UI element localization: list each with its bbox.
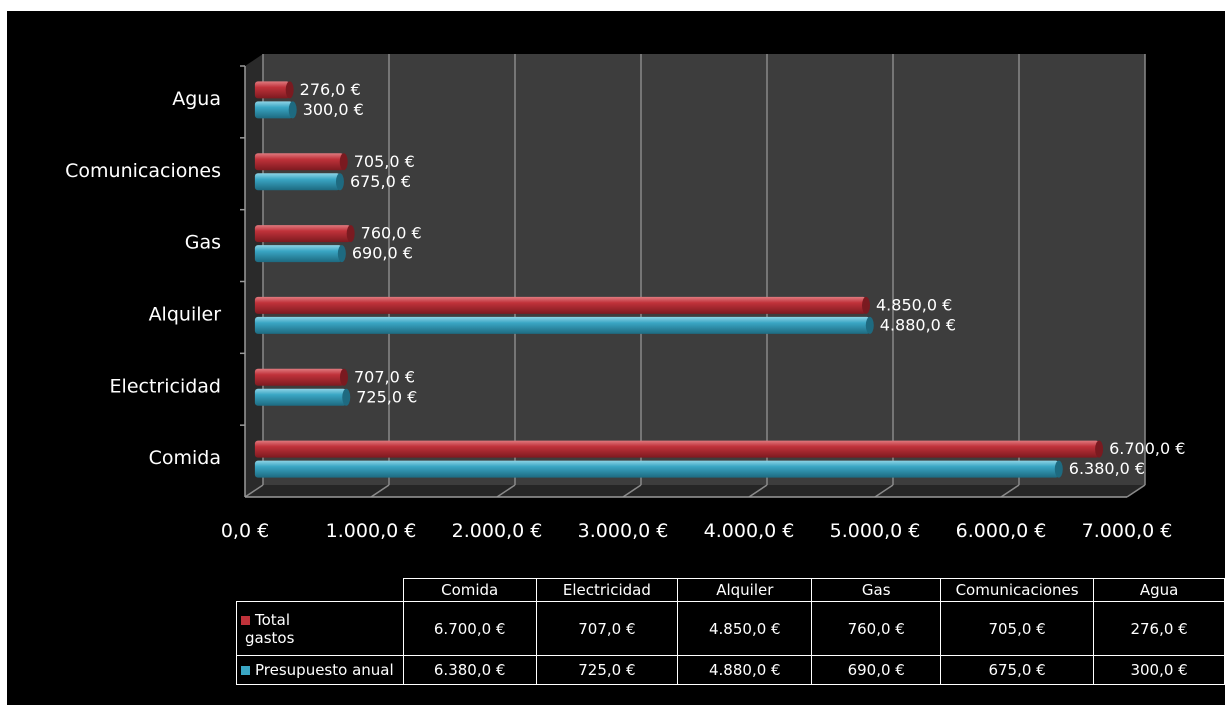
bar-end-cap (339, 368, 348, 386)
bar-end-cap (346, 225, 355, 243)
x-tick-label: 0,0 € (221, 520, 269, 542)
floor-gridline (370, 484, 390, 498)
bar-end-cap (288, 101, 297, 119)
data-label: 760,0 € (361, 224, 422, 243)
bar-end-cap (1095, 440, 1104, 458)
x-tick-label: 3.000,0 € (578, 520, 669, 542)
data-label: 675,0 € (350, 172, 411, 191)
category-label: Alquiler (149, 303, 222, 325)
bar-chart: 0,0 € 1.000,0 € 2.000,0 € 3.000,0 € 4.000,0 … (65, 54, 1185, 542)
floor-gridline (622, 484, 642, 498)
floor-gridline (748, 484, 768, 498)
x-tick-label: 6.000,0 € (956, 520, 1047, 542)
x-tick-label: 1.000,0 € (326, 520, 417, 542)
bar-end-cap (342, 388, 351, 406)
bar (254, 101, 293, 119)
data-table-cell: 725,0 € (535, 655, 679, 685)
category-label: Agua (172, 88, 221, 110)
legend-entry-total-gastos: Total gastos (236, 601, 404, 656)
bar (254, 368, 344, 386)
data-table: Comida Electricidad Alquiler Gas Comunic… (236, 578, 1225, 685)
data-table-cell: 276,0 € (1093, 601, 1225, 656)
bar (254, 440, 1100, 458)
data-table-header-cell: Electricidad (535, 578, 679, 602)
data-label: 4.850,0 € (876, 295, 952, 314)
x-tick-label: 2.000,0 € (452, 520, 543, 542)
legend-marker-blue-icon (241, 666, 250, 675)
bar (254, 225, 351, 243)
bar-end-cap (335, 173, 344, 191)
bar-end-cap (337, 245, 346, 263)
data-table-header-cell: Comida (402, 578, 537, 602)
bar (254, 81, 290, 99)
data-label: 6.380,0 € (1069, 459, 1145, 478)
data-label: 300,0 € (303, 100, 364, 119)
data-label: 707,0 € (354, 367, 415, 386)
floor-gridline (1126, 484, 1146, 498)
data-label: 725,0 € (356, 387, 417, 406)
legend-entry-presupuesto-anual: Presupuesto anual (236, 655, 404, 685)
data-table-row-total: Total gastos 6.700,0 € 707,0 € 4.850,0 €… (236, 601, 1225, 656)
category-label: Electricidad (110, 375, 221, 397)
bar (254, 173, 340, 191)
data-table-cell: 300,0 € (1093, 655, 1225, 685)
data-label: 705,0 € (354, 152, 415, 171)
data-table-cell: 690,0 € (811, 655, 942, 685)
data-table-header-cell: Agua (1093, 578, 1225, 602)
data-table-cell: 705,0 € (940, 601, 1095, 656)
legend-label-line1: Total (255, 610, 291, 629)
data-table-cell: 4.880,0 € (677, 655, 813, 685)
plot-back-wall (263, 54, 1145, 485)
data-table-header-cell: Alquiler (677, 578, 813, 602)
data-table-cell: 6.380,0 € (402, 655, 537, 685)
bar-end-cap (285, 81, 294, 99)
bar (254, 296, 866, 314)
data-label: 6.700,0 € (1109, 439, 1185, 458)
bar-end-cap (339, 153, 348, 171)
floor-gridline (874, 484, 894, 498)
category-label: Gas (185, 232, 221, 254)
bar (254, 153, 344, 171)
data-label: 276,0 € (300, 80, 361, 99)
floor-gridline (496, 484, 516, 498)
bar-end-cap (865, 316, 874, 334)
x-tick-label: 5.000,0 € (830, 520, 921, 542)
bar (254, 460, 1059, 478)
chart-frame: 0,0 € 1.000,0 € 2.000,0 € 3.000,0 € 4.000,0 … (7, 11, 1225, 705)
plot-floor (245, 485, 1145, 497)
data-table-row-presupuesto: Presupuesto anual 6.380,0 € 725,0 € 4.88… (236, 655, 1225, 685)
legend-marker-red-icon (241, 615, 250, 625)
category-label: Comunicaciones (65, 160, 221, 182)
data-table-cell: 6.700,0 € (402, 601, 537, 656)
bar (254, 245, 342, 263)
legend-label-line2: gastos (245, 628, 295, 647)
data-table-cell: 760,0 € (811, 601, 942, 656)
data-table-header-cell: Gas (811, 578, 942, 602)
bar-end-cap (862, 296, 870, 314)
data-table-cell: 4.850,0 € (677, 601, 813, 656)
data-table-cell: 707,0 € (535, 601, 679, 656)
data-label: 4.880,0 € (880, 315, 956, 334)
bar (254, 388, 347, 406)
bar-end-cap (1054, 460, 1063, 478)
bar (254, 316, 870, 334)
data-table-header-row: Comida Electricidad Alquiler Gas Comunic… (237, 578, 1225, 602)
legend-label: Presupuesto anual (255, 661, 394, 679)
floor-gridline (244, 484, 264, 498)
x-tick-label: 4.000,0 € (704, 520, 795, 542)
plot-side-wall (245, 54, 263, 497)
data-table-header-cell: Comunicaciones (940, 578, 1095, 602)
data-table-cell: 675,0 € (940, 655, 1095, 685)
category-label: Comida (149, 447, 221, 469)
data-table-corner (237, 579, 404, 602)
data-label: 690,0 € (352, 244, 413, 263)
x-tick-label: 7.000,0 € (1082, 520, 1173, 542)
floor-gridline (1000, 484, 1020, 498)
